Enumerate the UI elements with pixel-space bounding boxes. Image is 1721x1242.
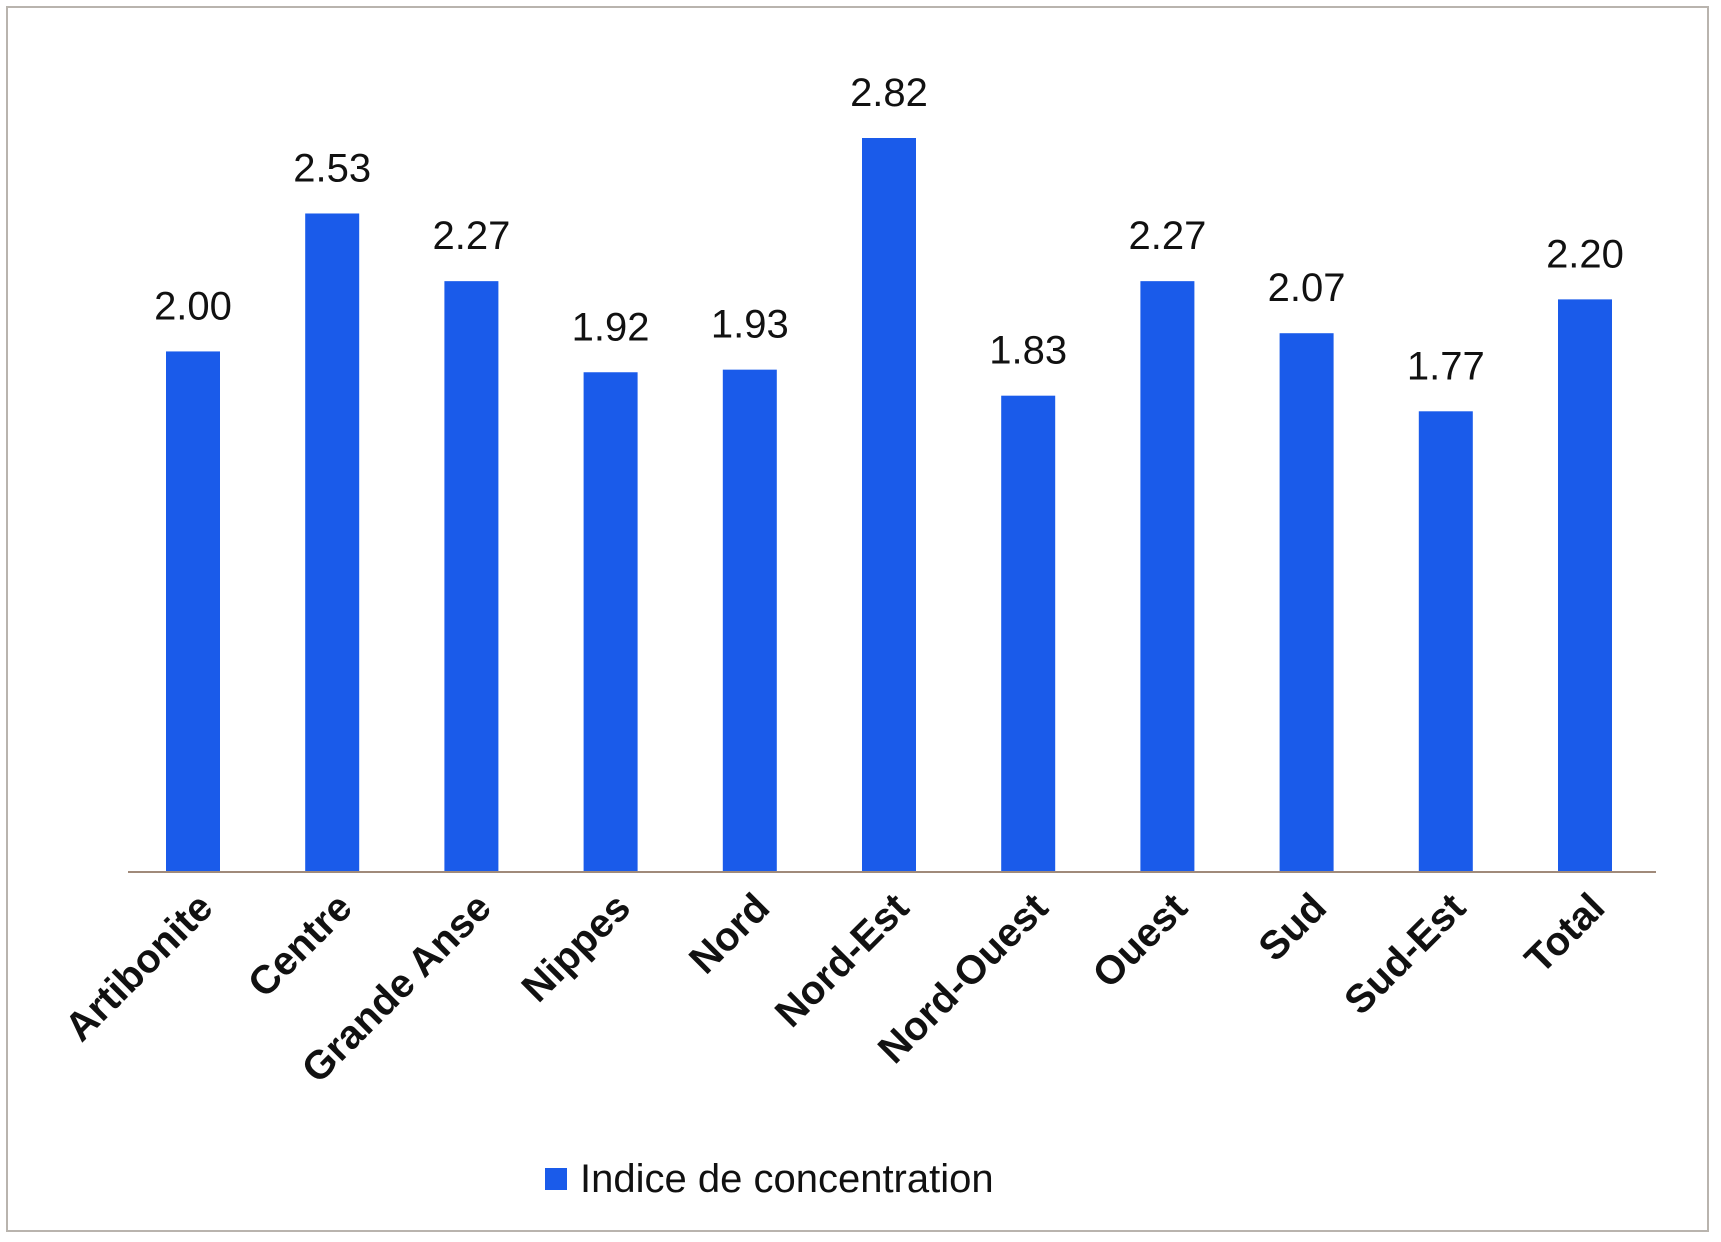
bar-artibonite xyxy=(166,351,220,872)
data-label: 2.27 xyxy=(1128,214,1206,258)
bar-chart: 2.00 2.53 2.27 1.92 1.93 2.82 1.83 2.27 2.07 1.77… xyxy=(57,71,1656,1201)
bar-centre xyxy=(305,213,360,872)
data-label: 2.27 xyxy=(432,214,510,258)
bar-sud-est xyxy=(1418,411,1473,872)
x-tick-label: Sud-Est xyxy=(1336,885,1474,1023)
legend-swatch xyxy=(545,1168,567,1190)
x-tick-label: Ouest xyxy=(1084,885,1195,996)
data-label: 1.92 xyxy=(572,305,650,349)
bar-total xyxy=(1558,299,1612,873)
x-tick-label: Centre xyxy=(240,885,361,1006)
data-label: 2.20 xyxy=(1546,232,1624,276)
x-tick-label: Nord-Est xyxy=(767,885,918,1036)
data-label: 2.07 xyxy=(1268,266,1346,310)
x-tick-label: Sud xyxy=(1250,885,1335,970)
legend: Indice de concentration xyxy=(545,1157,994,1201)
data-label: 2.00 xyxy=(154,284,232,328)
bar-nord-est xyxy=(862,138,916,872)
data-label: 2.53 xyxy=(293,146,371,190)
bars-layer xyxy=(166,138,1612,873)
data-label: 2.82 xyxy=(850,71,928,115)
bar-nippes xyxy=(583,372,638,872)
data-label: 1.77 xyxy=(1407,344,1485,388)
x-tick-label: Artibonite xyxy=(57,885,222,1050)
bar-grande-anse xyxy=(444,281,499,873)
data-label: 1.93 xyxy=(711,303,789,347)
chart-frame: 2.00 2.53 2.27 1.92 1.93 2.82 1.83 2.27 2.07 1.77… xyxy=(6,6,1709,1232)
bar-nord xyxy=(722,369,777,872)
data-label: 1.83 xyxy=(989,329,1067,373)
bar-nord-ouest xyxy=(1001,395,1056,872)
bar-sud xyxy=(1279,333,1334,872)
x-tick-label: Nippes xyxy=(514,885,639,1010)
bar-ouest xyxy=(1140,281,1195,873)
x-tick-label: Nord xyxy=(681,885,778,982)
x-tick-label: Total xyxy=(1517,885,1614,982)
value-labels-layer: 2.00 2.53 2.27 1.92 1.93 2.82 1.83 2.27 2.07 1.77… xyxy=(154,71,1624,388)
legend-label: Indice de concentration xyxy=(580,1157,994,1201)
